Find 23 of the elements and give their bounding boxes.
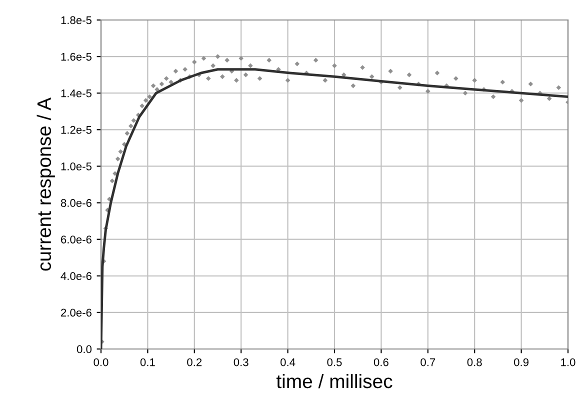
x-tick-label: 0.6 bbox=[374, 358, 388, 366]
y-tick-label: 6.0e-6 bbox=[61, 236, 92, 244]
y-tick-label: 1.6e-5 bbox=[61, 52, 92, 61]
y-tick-label: 1.2e-5 bbox=[61, 126, 92, 134]
y-axis-title: current response / A bbox=[36, 98, 55, 271]
y-tick-label: 1.0e-5 bbox=[61, 162, 92, 170]
x-tick-label: 0.4 bbox=[280, 358, 296, 366]
x-tick-label: 0.8 bbox=[467, 358, 482, 366]
x-tick-label: 0.3 bbox=[234, 358, 248, 366]
x-tick-label: 1.0 bbox=[561, 358, 576, 366]
y-tick-label: 4.0e-6 bbox=[60, 272, 92, 280]
y-tick-label: 1.4e-5 bbox=[61, 89, 92, 98]
y-tick-label: 0.0 bbox=[76, 345, 92, 354]
y-tick-label: 1.8e-5 bbox=[61, 16, 92, 24]
x-tick-label: 0.9 bbox=[514, 358, 528, 366]
x-axis-title: time / millisec bbox=[276, 374, 392, 388]
y-tick-label: 8.0e-6 bbox=[60, 199, 92, 207]
y-tick-label: 2.0e-6 bbox=[61, 308, 92, 317]
x-tick-label: 0.2 bbox=[187, 358, 202, 366]
x-tick-label: 0.1 bbox=[140, 358, 155, 366]
x-tick-label: 0.0 bbox=[94, 358, 108, 366]
x-tick-label: 0.7 bbox=[420, 358, 436, 366]
x-tick-label: 0.5 bbox=[327, 358, 342, 366]
